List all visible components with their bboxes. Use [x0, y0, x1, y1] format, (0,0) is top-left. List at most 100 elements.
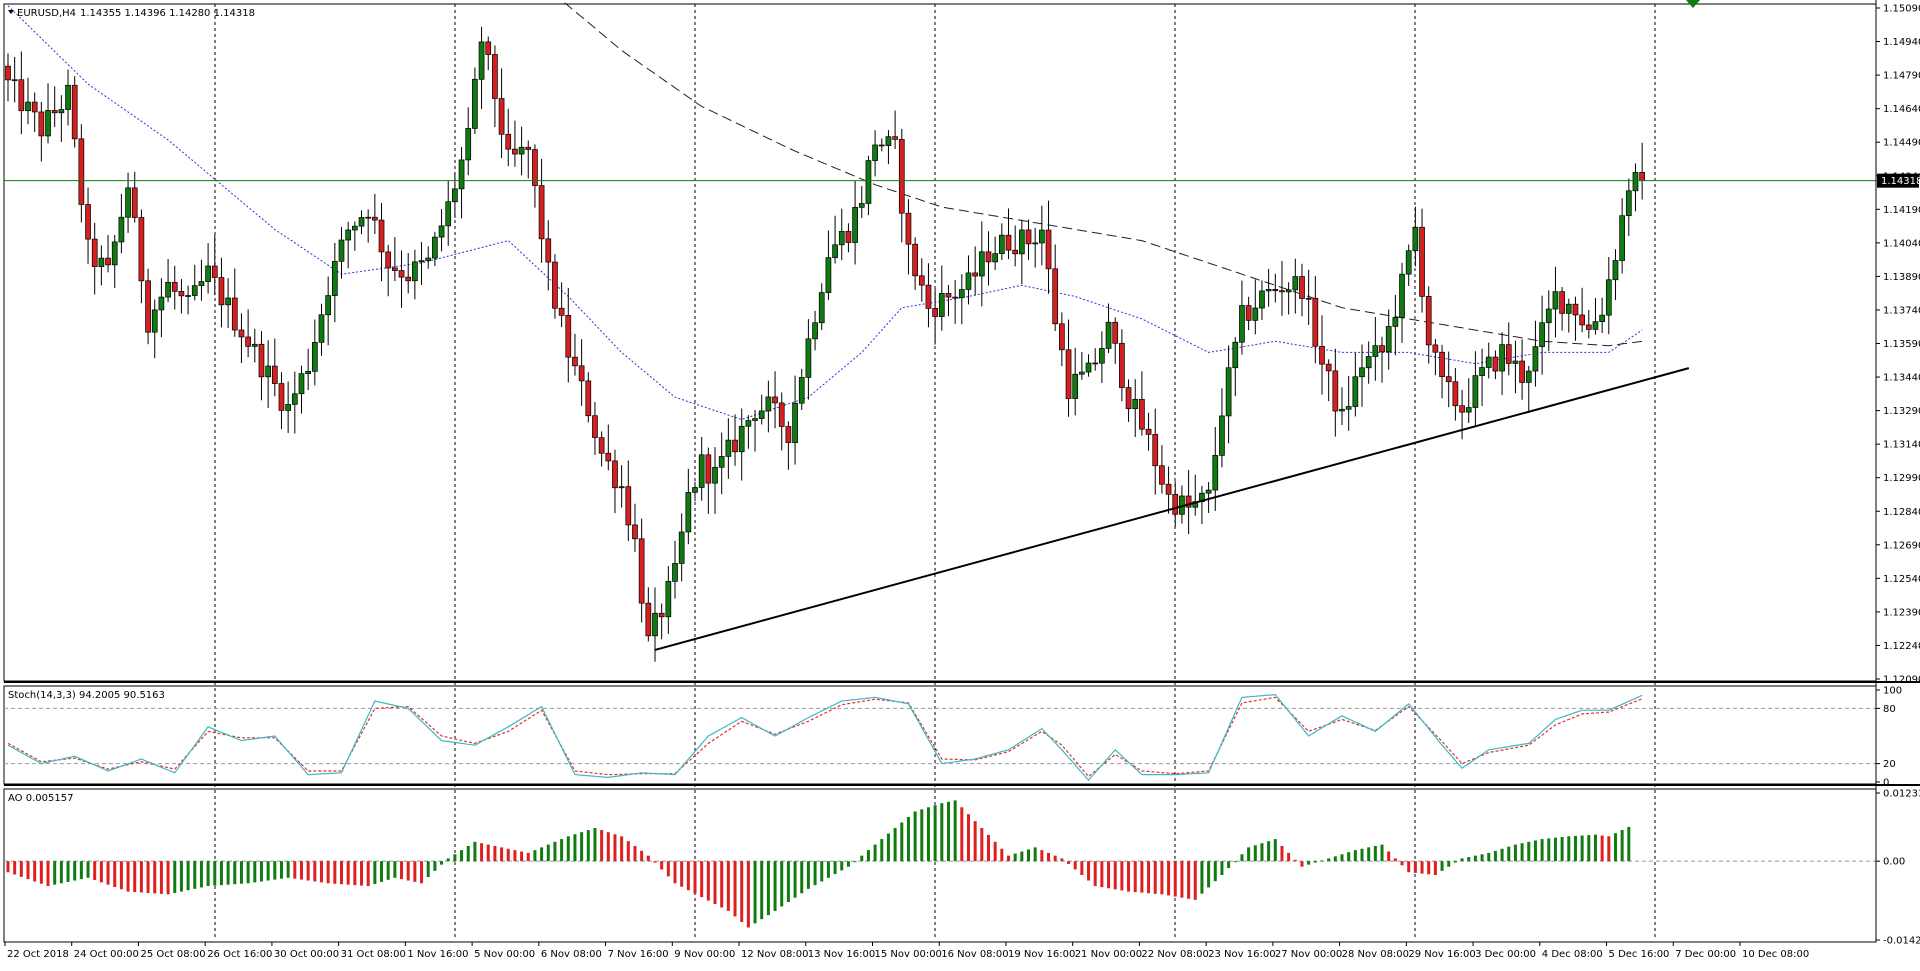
ao-bar-up [1620, 830, 1624, 862]
time-tick-label: 23 Nov 16:00 [1208, 949, 1275, 960]
ao-bar-down [966, 814, 970, 862]
ao-bar-down [1007, 855, 1010, 862]
ao-bar-down [166, 861, 170, 895]
candlestick [1018, 219, 1025, 285]
candlestick [1072, 347, 1079, 416]
bullish-candle-body [351, 225, 358, 231]
bullish-candle-body [1105, 321, 1112, 349]
ao-bar-down [673, 861, 677, 884]
ao-bar-up [1380, 844, 1384, 862]
bearish-candle-body [1012, 249, 1019, 255]
bullish-candle-body [1265, 288, 1272, 292]
ao-bar-down [660, 861, 664, 870]
ao-bar-up [213, 861, 217, 886]
bullish-candle-body [618, 486, 625, 489]
ao-bar-up [900, 822, 904, 862]
ao-bar-up [259, 861, 263, 882]
candlestick [311, 319, 318, 386]
ao-bar-down [1193, 861, 1197, 900]
bearish-candle-body [485, 41, 492, 55]
ao-bar-up [1613, 833, 1617, 862]
ao-bar-down [480, 843, 484, 862]
candlestick [271, 338, 278, 397]
ao-bar-up [1027, 849, 1031, 862]
bullish-candle-body [725, 439, 732, 457]
candlestick [5, 53, 11, 102]
bearish-candle-body [1145, 428, 1152, 435]
ao-bar-up [1573, 835, 1577, 862]
ao-bar-down [313, 861, 317, 882]
candlestick [665, 565, 672, 634]
bullish-candle-body [1412, 226, 1419, 252]
bearish-candle-body [1045, 229, 1052, 270]
candlestick [105, 234, 111, 273]
candlestick [725, 418, 732, 479]
candlestick [558, 282, 565, 328]
candlestick [392, 237, 398, 282]
bullish-candle-body [1232, 341, 1239, 369]
candlestick [865, 155, 872, 216]
bearish-candle-body [1092, 362, 1099, 365]
bullish-candle-body [858, 203, 865, 208]
candlestick [778, 392, 785, 451]
bearish-candle-body [105, 257, 111, 266]
ao-bar-up [913, 811, 917, 862]
bullish-candle-body [458, 159, 465, 190]
ao-bar-up [1520, 843, 1524, 862]
bearish-candle-body [258, 343, 265, 378]
bullish-candle-body [1399, 273, 1405, 318]
bullish-candle-body [805, 338, 812, 378]
bullish-candle-body [1038, 229, 1045, 244]
bullish-candle-body [832, 244, 838, 258]
price-tick-label: 1.13590 [1883, 339, 1920, 350]
candlestick [752, 409, 758, 452]
ao-bar-down [1280, 845, 1284, 862]
ao-bar-down [159, 861, 163, 894]
candlestick [685, 468, 692, 545]
candlestick [211, 234, 218, 296]
candlestick [858, 186, 865, 219]
bullish-candle-body [1525, 370, 1532, 383]
candlestick [552, 254, 558, 319]
ao-bar-up [866, 850, 870, 862]
bullish-candle-body [1285, 289, 1292, 293]
candlestick [1592, 298, 1599, 335]
bullish-candle-body [885, 136, 892, 147]
candlestick [58, 95, 65, 142]
candlestick [1572, 296, 1579, 341]
bullish-candle-body [1099, 348, 1105, 364]
ao-bar-up [546, 844, 550, 862]
ao-bar-up [393, 861, 397, 878]
ao-bar-up [66, 861, 70, 882]
candlestick [1279, 261, 1285, 316]
bearish-candle-body [572, 356, 578, 367]
candlestick [298, 365, 305, 414]
candlestick [1152, 408, 1159, 495]
candlestick [38, 101, 45, 162]
ao-bar-down [1300, 861, 1304, 867]
bearish-candle-body [1112, 321, 1119, 344]
ao-bar-down [46, 861, 50, 887]
ao-tick-label: 0.00 [1883, 857, 1905, 868]
candlestick [445, 180, 452, 246]
candlestick [305, 348, 311, 391]
bearish-candle-body [372, 216, 378, 221]
bullish-candle-body [765, 396, 772, 412]
candlestick [1345, 376, 1352, 431]
ao-bar-up [226, 861, 230, 885]
price-tick-label: 1.13890 [1883, 272, 1920, 283]
bullish-candle-body [1485, 356, 1492, 368]
bullish-candle-body [1619, 215, 1625, 261]
ao-bar-up [560, 839, 564, 862]
time-tick-label: 26 Oct 16:00 [207, 949, 272, 960]
ao-bar-down [1160, 861, 1164, 895]
candlestick [465, 107, 472, 176]
bearish-candle-body [71, 84, 78, 140]
bullish-candle-body [792, 402, 798, 443]
candlestick [51, 86, 58, 128]
candlestick [1332, 348, 1339, 437]
bearish-candle-body [1065, 349, 1072, 399]
candlestick [625, 460, 632, 542]
bearish-candle-body [385, 251, 392, 269]
candlestick [1205, 482, 1212, 513]
